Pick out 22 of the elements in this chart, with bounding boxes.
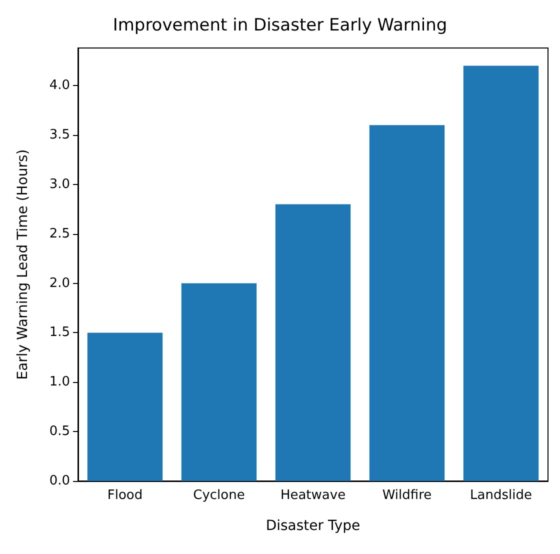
bar (275, 204, 351, 481)
x-tick-label: Wildfire (382, 488, 432, 503)
x-tick-label: Landslide (470, 488, 532, 503)
y-tick-label: 3.0 (49, 176, 70, 192)
y-tick-label: 1.5 (49, 325, 70, 340)
y-tick-label: 1.0 (49, 374, 70, 390)
x-tick-label: Flood (107, 488, 143, 503)
y-tick-label: 4.0 (49, 78, 70, 94)
bar (87, 332, 163, 481)
y-tick-label: 0.5 (49, 424, 70, 440)
y-axis-title: Early Warning Lead Time (Hours) (15, 149, 31, 380)
bar (463, 66, 539, 481)
bar (369, 125, 445, 481)
x-tick-label: Cyclone (193, 488, 245, 503)
y-tick-label: 3.5 (49, 127, 70, 142)
y-tick-label: 2.5 (49, 226, 70, 242)
chart-title: Improvement in Disaster Early Warning (112, 16, 448, 36)
y-tick-label: 0.0 (49, 474, 70, 488)
y-tick-label: 2.0 (49, 276, 70, 291)
bar (181, 283, 257, 481)
x-axis-title: Disaster Type (266, 518, 360, 534)
x-tick-label: Heatwave (280, 488, 346, 503)
